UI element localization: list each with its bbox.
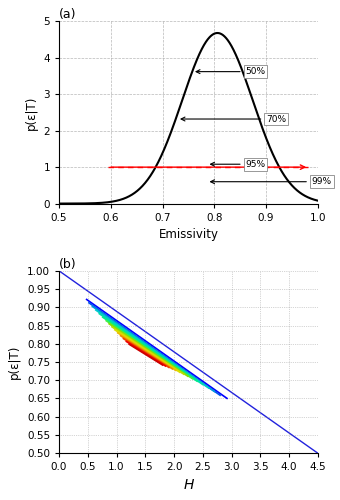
X-axis label: H: H: [183, 478, 194, 492]
Text: (b): (b): [59, 258, 76, 271]
Text: 99%: 99%: [312, 177, 332, 186]
Y-axis label: p(ε|T): p(ε|T): [25, 96, 38, 130]
Text: 95%: 95%: [245, 160, 266, 168]
Y-axis label: p(ε|T): p(ε|T): [8, 345, 21, 379]
Text: (a): (a): [59, 8, 76, 22]
Text: 70%: 70%: [266, 114, 286, 124]
Text: 50%: 50%: [245, 67, 266, 76]
X-axis label: Emissivity: Emissivity: [158, 228, 219, 241]
